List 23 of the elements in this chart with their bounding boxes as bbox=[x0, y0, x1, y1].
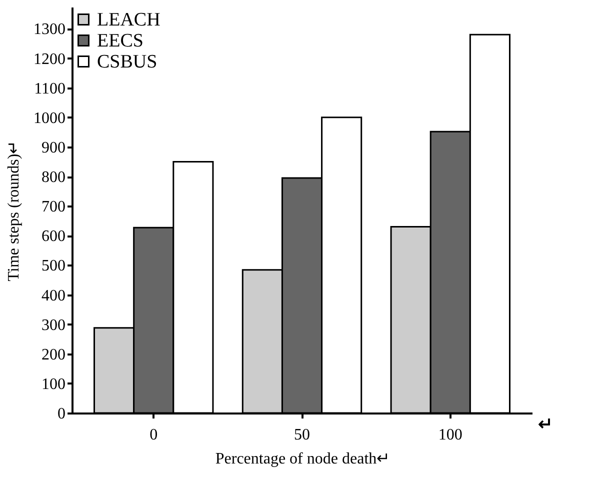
y-tick-label: 600 bbox=[42, 228, 66, 246]
y-tick-label: 800 bbox=[42, 169, 66, 186]
x-tick-label: 50 bbox=[294, 426, 310, 444]
y-tick-label: 700 bbox=[42, 198, 66, 216]
y-tick-label: 400 bbox=[42, 287, 66, 304]
y-tick-label: 1100 bbox=[34, 80, 66, 98]
legend-label: CSBUS bbox=[97, 52, 158, 72]
x-tick-label: 0 bbox=[150, 426, 158, 444]
y-tick-label: 500 bbox=[42, 258, 66, 275]
y-axis-title: Time steps (rounds)↵ bbox=[6, 140, 22, 282]
y-tick-label: 100 bbox=[42, 376, 66, 393]
y-tick-label: 900 bbox=[42, 139, 66, 156]
y-tick-label: 1300 bbox=[34, 21, 66, 38]
y-tick-label: 1200 bbox=[34, 50, 66, 68]
x-tick-label: 100 bbox=[438, 426, 462, 444]
x-axis-title: Percentage of node death↵ bbox=[215, 450, 390, 468]
y-tick-label: 0 bbox=[58, 406, 66, 422]
legend-label: LEACH bbox=[97, 10, 161, 30]
legend-label: EECS bbox=[97, 30, 144, 52]
y-tick-label: 200 bbox=[42, 346, 66, 364]
y-tick-label: 300 bbox=[42, 316, 66, 334]
text: ↵ bbox=[538, 414, 553, 434]
y-tick-label: 1000 bbox=[34, 110, 66, 127]
